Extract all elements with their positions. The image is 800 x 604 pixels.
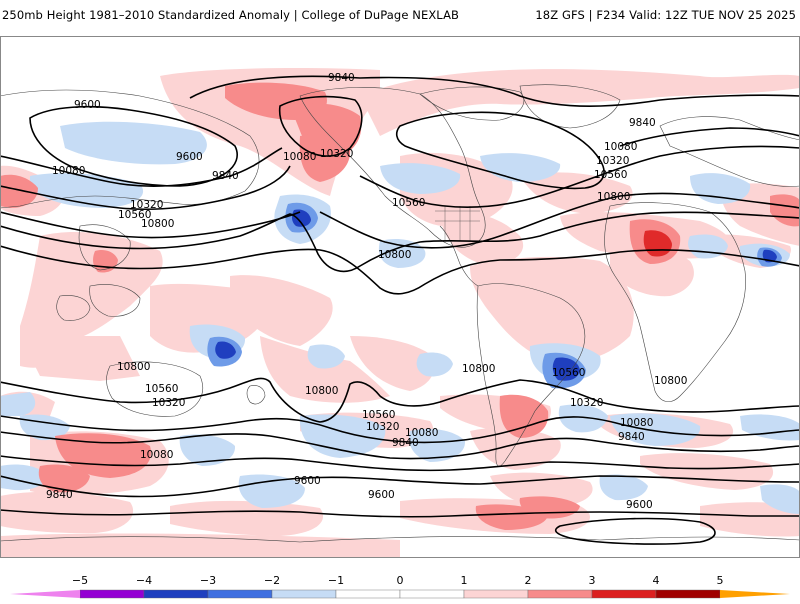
colorbar-swatch <box>399 589 465 599</box>
contour-label: 10560 <box>594 169 627 181</box>
colorbar-tick-label: 3 <box>589 574 596 587</box>
run-valid-time: 18Z GFS | F234 Valid: 12Z TUE NOV 25 202… <box>535 8 796 22</box>
contour-label: 10800 <box>654 375 687 387</box>
colorbar: −5 −4 −3 −2 −1 0 1 2 3 4 5 <box>0 572 800 600</box>
colorbar-tick-label: −4 <box>136 574 152 587</box>
colorbar-tick-label: 1 <box>461 574 468 587</box>
colorbar-swatch <box>271 589 337 599</box>
contour-label: 10560 <box>552 367 585 379</box>
contour-label: 10800 <box>117 361 150 373</box>
contour-label: 9840 <box>629 117 656 129</box>
colorbar-tick-label: −5 <box>72 574 88 587</box>
contour-label: 9600 <box>294 475 321 487</box>
colorbar-tick-label: −2 <box>264 574 280 587</box>
anomaly-map: 9840 9600 9600 10080 10320 9840 10560 10… <box>0 36 800 558</box>
colorbar-tick-label: 4 <box>653 574 660 587</box>
map-header: 250mb Height 1981–2010 Standardized Anom… <box>0 0 800 36</box>
contour-label: 9840 <box>328 72 355 84</box>
contour-label: 10800 <box>462 363 495 375</box>
colorbar-tick-label: 5 <box>717 574 724 587</box>
contour-label: 10800 <box>141 218 174 230</box>
contour-label: 10080 <box>140 449 173 461</box>
contour-label: 9840 <box>212 170 239 182</box>
colorbar-swatch <box>655 589 721 599</box>
contour-label: 10560 <box>118 209 151 221</box>
colorbar-left-arrow <box>10 590 80 598</box>
contour-label: 10320 <box>366 421 399 433</box>
contour-label: 10560 <box>362 409 395 421</box>
colorbar-swatch <box>463 589 529 599</box>
contour-label: 10080 <box>620 417 653 429</box>
contour-label: 9840 <box>618 431 645 443</box>
contour-label: 9840 <box>392 437 419 449</box>
colorbar-swatch <box>143 589 209 599</box>
colorbar-ticks: −5 −4 −3 −2 −1 0 1 2 3 4 5 <box>72 574 724 587</box>
colorbar-swatch <box>207 589 273 599</box>
contour-label: 9840 <box>46 489 73 501</box>
colorbar-tick-label: 2 <box>525 574 532 587</box>
contour-label: 9600 <box>368 489 395 501</box>
contour-label: 10560 <box>392 197 425 209</box>
contour-label: 10800 <box>305 385 338 397</box>
contour-label: 10320 <box>320 148 353 160</box>
contour-labels: 9840 9600 9600 10080 10320 9840 10560 10… <box>46 72 687 511</box>
contour-label: 10080 <box>52 165 85 177</box>
colorbar-swatch <box>591 589 657 599</box>
contour-label: 10560 <box>145 383 178 395</box>
contour-label: 10320 <box>130 199 163 211</box>
contour-label: 10080 <box>604 141 637 153</box>
colorbar-tick-label: −1 <box>328 574 344 587</box>
colorbar-tick-label: −3 <box>200 574 216 587</box>
contour-label: 10080 <box>283 151 316 163</box>
contour-label: 9600 <box>626 499 653 511</box>
contour-label: 10800 <box>597 191 630 203</box>
contour-label: 10320 <box>596 155 629 167</box>
contour-label: 10080 <box>405 427 438 439</box>
colorbar-tick-label: 0 <box>397 574 404 587</box>
map-title: 250mb Height 1981–2010 Standardized Anom… <box>2 8 460 22</box>
contour-label: 9600 <box>176 151 203 163</box>
colorbar-swatches <box>79 589 721 599</box>
contour-label: 10320 <box>152 397 185 409</box>
height-contours <box>0 75 800 545</box>
colorbar-swatch <box>335 589 401 599</box>
contour-label: 9600 <box>74 99 101 111</box>
colorbar-swatch <box>527 589 593 599</box>
negative-anomaly-strong <box>215 209 777 381</box>
contour-label: 10320 <box>570 397 603 409</box>
colorbar-right-arrow <box>720 590 790 598</box>
contour-label: 10800 <box>378 249 411 261</box>
colorbar-swatch <box>79 589 145 599</box>
